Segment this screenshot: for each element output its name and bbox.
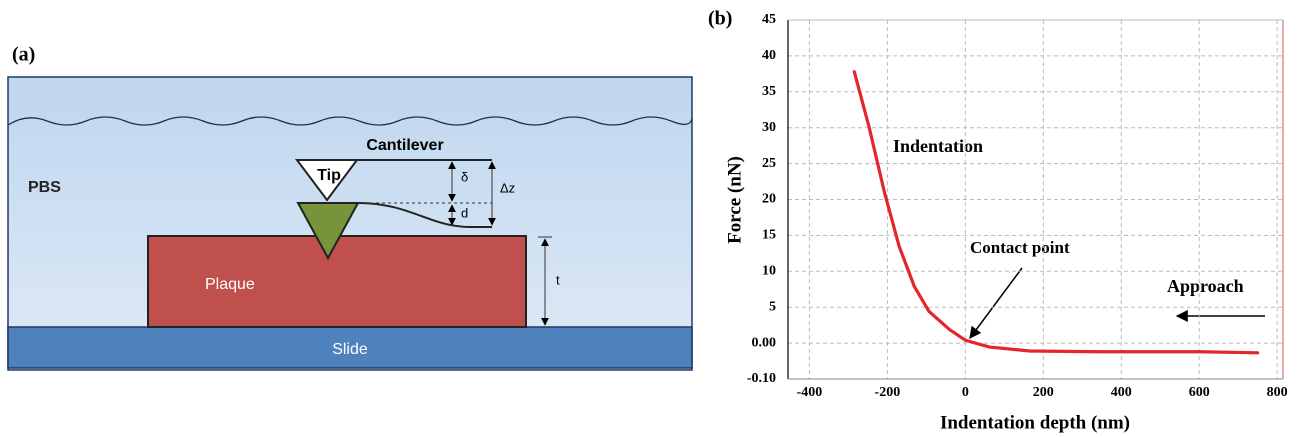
cantilever-bent <box>357 202 492 228</box>
d-label: d <box>461 205 468 220</box>
x-tick-label: 800 <box>1267 385 1288 400</box>
annotation: Approach <box>1167 276 1244 296</box>
y-tick-label: 15 <box>762 228 776 243</box>
x-tick-label: -200 <box>875 385 901 400</box>
x-axis-label: Indentation depth (nm) <box>940 412 1130 433</box>
y-tick-label: -0.10 <box>747 371 776 386</box>
y-tick-label: 10 <box>762 264 776 279</box>
slide-label: Slide <box>332 341 368 358</box>
y-tick-label: 25 <box>762 156 776 171</box>
slide <box>7 326 693 369</box>
y-tick-label: 35 <box>762 84 776 99</box>
chart: (b) Force (nN) Indentation depth (nm) In… <box>708 8 1288 434</box>
annotation: Indentation <box>893 136 983 156</box>
delta-label: δ <box>461 169 468 184</box>
data-line <box>852 70 1260 355</box>
x-tick-label: 400 <box>1111 385 1132 400</box>
tip-label: Tip <box>317 167 341 184</box>
x-tick-label: -400 <box>797 385 823 400</box>
y-tick-label: 30 <box>762 120 776 135</box>
x-tick-label: 0 <box>962 385 969 400</box>
cantilever-label: Cantilever <box>366 137 443 154</box>
tip-loaded <box>296 202 360 261</box>
delta-z-label: Δz <box>500 180 515 195</box>
annotation-arrow <box>969 267 1023 339</box>
tip-unloaded <box>295 159 359 202</box>
medium-label: PBS <box>28 179 61 196</box>
x-tick-label: 600 <box>1189 385 1210 400</box>
t-label: t <box>556 272 560 287</box>
diagram: (a) PBS Plaque Slide Tip Cantilever δ d … <box>7 44 693 371</box>
y-axis-label: Force (nN) <box>724 156 745 244</box>
y-tick-label: 20 <box>762 192 776 207</box>
panel-label: (a) <box>12 44 35 66</box>
y-tick-label: 40 <box>762 48 776 63</box>
panel-label: (b) <box>708 8 732 30</box>
plaque-label: Plaque <box>205 276 255 293</box>
annotation: Contact point <box>970 238 1070 257</box>
y-tick-label: 5 <box>769 299 776 314</box>
y-tick-label: 45 <box>762 12 776 27</box>
water-surface <box>7 116 693 126</box>
y-tick-label: 0.00 <box>752 335 777 350</box>
x-tick-label: 200 <box>1033 385 1054 400</box>
